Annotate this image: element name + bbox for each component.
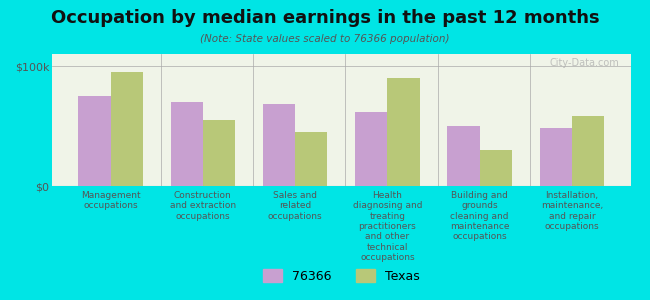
Bar bbox=[480, 150, 512, 186]
Bar bbox=[111, 72, 143, 186]
Bar bbox=[170, 102, 203, 186]
Text: Occupation by median earnings in the past 12 months: Occupation by median earnings in the pas… bbox=[51, 9, 599, 27]
Bar bbox=[540, 128, 572, 186]
Legend: 76366, Texas: 76366, Texas bbox=[258, 264, 424, 288]
Bar bbox=[203, 120, 235, 186]
Bar bbox=[387, 78, 420, 186]
Text: (Note: State values scaled to 76366 population): (Note: State values scaled to 76366 popu… bbox=[200, 34, 450, 44]
Bar bbox=[263, 104, 295, 186]
Bar bbox=[78, 96, 111, 186]
Text: City-Data.com: City-Data.com bbox=[549, 58, 619, 68]
Bar bbox=[295, 132, 328, 186]
Bar bbox=[355, 112, 387, 186]
Bar bbox=[447, 126, 480, 186]
Bar bbox=[572, 116, 604, 186]
